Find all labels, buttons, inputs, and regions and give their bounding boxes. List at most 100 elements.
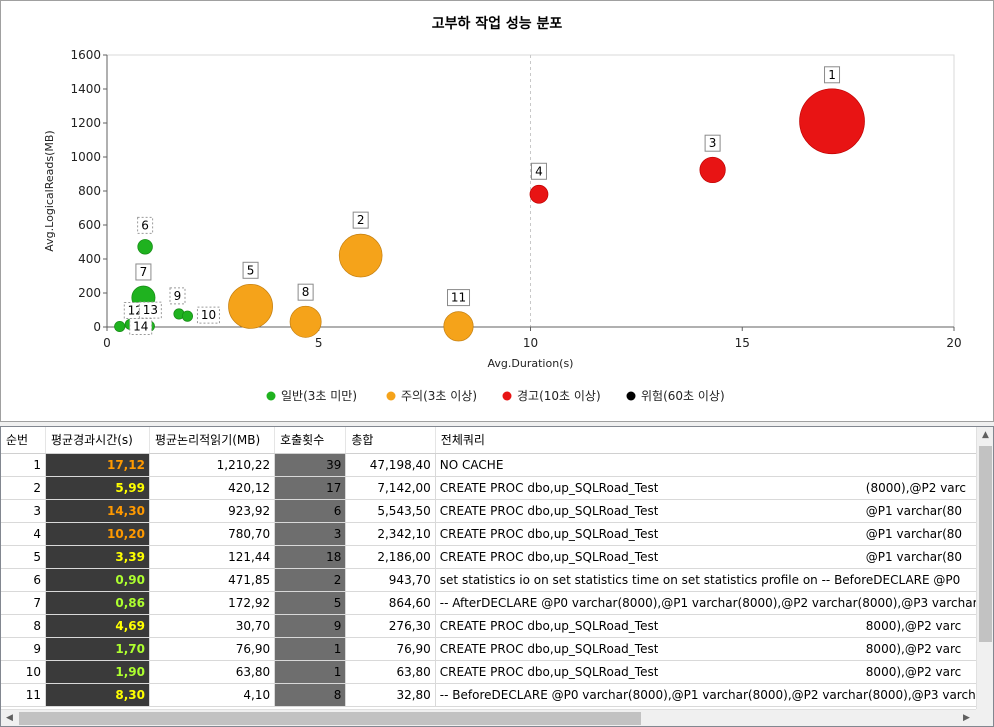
- horizontal-scrollbar[interactable]: ◀ ▶: [1, 709, 976, 726]
- chart-title: 고부하 작업 성능 분포: [432, 15, 563, 32]
- cell-avg-reads[interactable]: 420,12: [149, 476, 276, 500]
- header-avg-reads[interactable]: 평균논리적읽기(MB): [149, 427, 276, 454]
- cell-call-count[interactable]: 9: [274, 614, 347, 638]
- cell-avg-reads[interactable]: 1,210,22: [149, 453, 276, 477]
- table-row[interactable]: 4 10,20 780,70 3 2,342,10 CREATE PROC dbo,up_…: [1, 522, 993, 546]
- cell-avg-reads[interactable]: 780,70: [149, 522, 276, 546]
- cell-total[interactable]: 276,30: [345, 614, 436, 638]
- cell-avg-duration[interactable]: 4,69: [45, 614, 150, 638]
- header-full-query[interactable]: 전체쿼리: [435, 427, 993, 454]
- cell-total[interactable]: 47,198,40: [345, 453, 436, 477]
- vertical-scrollbar[interactable]: ▲: [976, 427, 993, 709]
- header-avg-duration[interactable]: 평균경과시간(s): [45, 427, 150, 454]
- cell-full-query[interactable]: CREATE PROC dbo,up_SQLRoad_Test. @P1 varc…: [435, 522, 993, 546]
- cell-call-count[interactable]: 3: [274, 522, 347, 546]
- cell-no[interactable]: 2: [1, 476, 46, 500]
- query-text-tail: 8000),@P2 varc: [865, 641, 962, 656]
- table-row[interactable]: 10 1,90 63,80 1 63,80 CREATE PROC dbo,up_SQLR…: [1, 660, 993, 684]
- cell-call-count[interactable]: 2: [274, 568, 347, 592]
- cell-full-query[interactable]: NO CACHE: [435, 453, 993, 477]
- cell-full-query[interactable]: CREATE PROC dbo,up_SQLRoad_Test. @P1 varc…: [435, 499, 993, 523]
- table-row[interactable]: 8 4,69 30,70 9 276,30 CREATE PROC dbo,up_SQLR…: [1, 614, 993, 638]
- vertical-scroll-thumb[interactable]: [979, 446, 992, 642]
- cell-avg-duration[interactable]: 1,70: [45, 637, 150, 661]
- header-call-count[interactable]: 호출횟수: [274, 427, 347, 454]
- cell-no[interactable]: 5: [1, 545, 46, 569]
- cell-total[interactable]: 76,90: [345, 637, 436, 661]
- cell-avg-reads[interactable]: 76,90: [149, 637, 276, 661]
- redaction-mask: [657, 662, 866, 682]
- panel-splitter[interactable]: [0, 422, 994, 426]
- cell-avg-duration[interactable]: 3,39: [45, 545, 150, 569]
- cell-avg-duration[interactable]: 8,30: [45, 683, 150, 707]
- cell-total[interactable]: 2,342,10: [345, 522, 436, 546]
- cell-avg-duration[interactable]: 5,99: [45, 476, 150, 500]
- point-label: 6: [141, 218, 149, 232]
- cell-call-count[interactable]: 8: [274, 683, 347, 707]
- cell-avg-reads[interactable]: 172,92: [149, 591, 276, 615]
- cell-total[interactable]: 63,80: [345, 660, 436, 684]
- cell-no[interactable]: 7: [1, 591, 46, 615]
- table-row[interactable]: 11 8,30 4,10 8 32,80 -- BeforeDECLARE @P0 var…: [1, 683, 993, 707]
- cell-avg-duration[interactable]: 14,30: [45, 499, 150, 523]
- table-row[interactable]: 9 1,70 76,90 1 76,90 CREATE PROC dbo,up_SQLRo…: [1, 637, 993, 661]
- cell-total[interactable]: 32,80: [345, 683, 436, 707]
- table-row[interactable]: 6 0,90 471,85 2 943,70 set statistics io on s…: [1, 568, 993, 592]
- cell-total[interactable]: 2,186,00: [345, 545, 436, 569]
- cell-call-count[interactable]: 5: [274, 591, 347, 615]
- cell-full-query[interactable]: CREATE PROC dbo,up_SQLRoad_Test. 8000),@P…: [435, 614, 993, 638]
- cell-full-query[interactable]: CREATE PROC dbo,up_SQLRoad_Test. (8000),@…: [435, 476, 993, 500]
- cell-avg-reads[interactable]: 4,10: [149, 683, 276, 707]
- cell-total[interactable]: 864,60: [345, 591, 436, 615]
- cell-no[interactable]: 3: [1, 499, 46, 523]
- table-row[interactable]: 3 14,30 923,92 6 5,543,50 CREATE PROC dbo,up_…: [1, 499, 993, 523]
- cell-no[interactable]: 10: [1, 660, 46, 684]
- cell-call-count[interactable]: 18: [274, 545, 347, 569]
- cell-full-query[interactable]: -- AfterDECLARE @P0 varchar(8000),@P1 va…: [435, 591, 993, 615]
- cell-call-count[interactable]: 1: [274, 660, 347, 684]
- cell-avg-duration[interactable]: 0,90: [45, 568, 150, 592]
- cell-no[interactable]: 9: [1, 637, 46, 661]
- point-label: 1: [828, 68, 836, 82]
- cell-no[interactable]: 6: [1, 568, 46, 592]
- cell-total[interactable]: 7,142,00: [345, 476, 436, 500]
- cell-avg-duration[interactable]: 0,86: [45, 591, 150, 615]
- cell-full-query[interactable]: set statistics io on set statistics time…: [435, 568, 993, 592]
- cell-total[interactable]: 943,70: [345, 568, 436, 592]
- cell-call-count[interactable]: 1: [274, 637, 347, 661]
- x-tick-label: 5: [315, 336, 323, 350]
- cell-call-count[interactable]: 17: [274, 476, 347, 500]
- cell-call-count[interactable]: 39: [274, 453, 347, 477]
- cell-no[interactable]: 4: [1, 522, 46, 546]
- scroll-right-arrow-icon[interactable]: ▶: [963, 713, 970, 723]
- table-row[interactable]: 1 17,12 1,210,22 39 47,198,40 NO CACHE: [1, 453, 993, 477]
- cell-avg-reads[interactable]: 471,85: [149, 568, 276, 592]
- query-text: CREATE PROC dbo,up_SQLRoad_Test.: [439, 641, 663, 656]
- cell-avg-reads[interactable]: 30,70: [149, 614, 276, 638]
- header-total[interactable]: 총합: [345, 427, 436, 454]
- cell-total[interactable]: 5,543,50: [345, 499, 436, 523]
- table-row[interactable]: 5 3,39 121,44 18 2,186,00 CREATE PROC dbo,up_…: [1, 545, 993, 569]
- redaction-mask: [657, 616, 866, 636]
- table-row[interactable]: 7 0,86 172,92 5 864,60 -- AfterDECLARE @P0 va…: [1, 591, 993, 615]
- cell-full-query[interactable]: CREATE PROC dbo,up_SQLRoad_Test. 8000),@P…: [435, 660, 993, 684]
- cell-no[interactable]: 8: [1, 614, 46, 638]
- cell-call-count[interactable]: 6: [274, 499, 347, 523]
- cell-avg-duration[interactable]: 10,20: [45, 522, 150, 546]
- cell-full-query[interactable]: CREATE PROC dbo,up_SQLRoad_Test. @P1 varc…: [435, 545, 993, 569]
- cell-no[interactable]: 1: [1, 453, 46, 477]
- cell-avg-reads[interactable]: 121,44: [149, 545, 276, 569]
- cell-no[interactable]: 11: [1, 683, 46, 707]
- cell-avg-duration[interactable]: 1,90: [45, 660, 150, 684]
- table-row[interactable]: 2 5,99 420,12 17 7,142,00 CREATE PROC dbo,up_…: [1, 476, 993, 500]
- header-no[interactable]: 순번: [1, 427, 46, 454]
- cell-full-query[interactable]: -- BeforeDECLARE @P0 varchar(8000),@P1 v…: [435, 683, 993, 707]
- scroll-up-arrow-icon[interactable]: ▲: [982, 430, 989, 440]
- cell-avg-reads[interactable]: 923,92: [149, 499, 276, 523]
- cell-avg-duration[interactable]: 17,12: [45, 453, 150, 477]
- cell-full-query[interactable]: CREATE PROC dbo,up_SQLRoad_Test. 8000),@P…: [435, 637, 993, 661]
- scroll-left-arrow-icon[interactable]: ◀: [6, 713, 13, 723]
- cell-avg-reads[interactable]: 63,80: [149, 660, 276, 684]
- horizontal-scroll-thumb[interactable]: [19, 712, 641, 725]
